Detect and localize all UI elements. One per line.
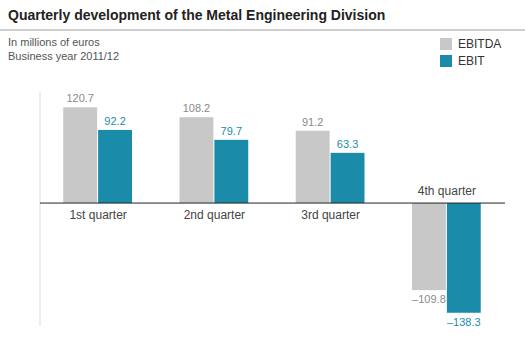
category-label: 2nd quarter: [184, 208, 245, 222]
bar: [331, 153, 365, 203]
title-rule: [0, 30, 525, 31]
legend-label: EBITDA: [458, 37, 501, 51]
legend: EBITDA EBIT: [440, 37, 501, 68]
bars: [63, 107, 481, 312]
labels: 120.7 92.2 1st quarter 108.2 79.7 2nd quarter…: [66, 92, 480, 327]
data-label: –138.3: [447, 316, 481, 328]
subtitle: In millions of euros: [8, 36, 100, 48]
data-label: 63.3: [337, 138, 358, 150]
zero-line: [40, 203, 505, 204]
legend-swatch: [440, 38, 452, 50]
bar: [180, 117, 214, 203]
bar: [98, 130, 132, 203]
chart: Quarterly development of the Metal Engin…: [0, 0, 525, 340]
category-label: 3rd quarter: [301, 208, 360, 222]
bar: [63, 107, 97, 203]
data-label: 120.7: [66, 92, 94, 104]
bar: [214, 140, 248, 203]
data-label: –109.8: [412, 293, 446, 305]
legend-label: EBIT: [458, 54, 485, 68]
legend-swatch: [440, 55, 452, 67]
y-axis-line: [40, 92, 41, 326]
bar: [447, 203, 481, 313]
data-label: 79.7: [221, 125, 242, 137]
data-label: 91.2: [302, 116, 323, 128]
title: Quarterly development of the Metal Engin…: [8, 7, 385, 23]
data-label: 108.2: [183, 102, 211, 114]
category-label: 1st quarter: [69, 208, 126, 222]
category-label: 4th quarter: [418, 184, 476, 198]
bar: [296, 131, 330, 203]
data-label: 92.2: [104, 115, 125, 127]
bar: [412, 203, 446, 290]
subtitle: Business year 2011/12: [8, 50, 119, 62]
